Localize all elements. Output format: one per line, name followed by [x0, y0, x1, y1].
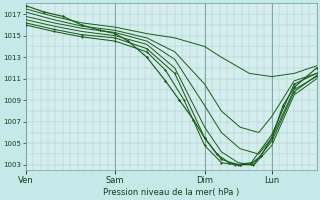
X-axis label: Pression niveau de la mer( hPa ): Pression niveau de la mer( hPa ): [103, 188, 239, 197]
